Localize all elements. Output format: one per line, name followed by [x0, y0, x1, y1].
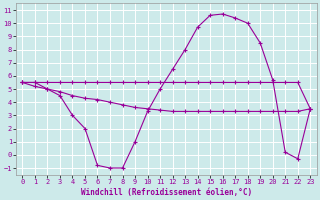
X-axis label: Windchill (Refroidissement éolien,°C): Windchill (Refroidissement éolien,°C): [81, 188, 252, 197]
